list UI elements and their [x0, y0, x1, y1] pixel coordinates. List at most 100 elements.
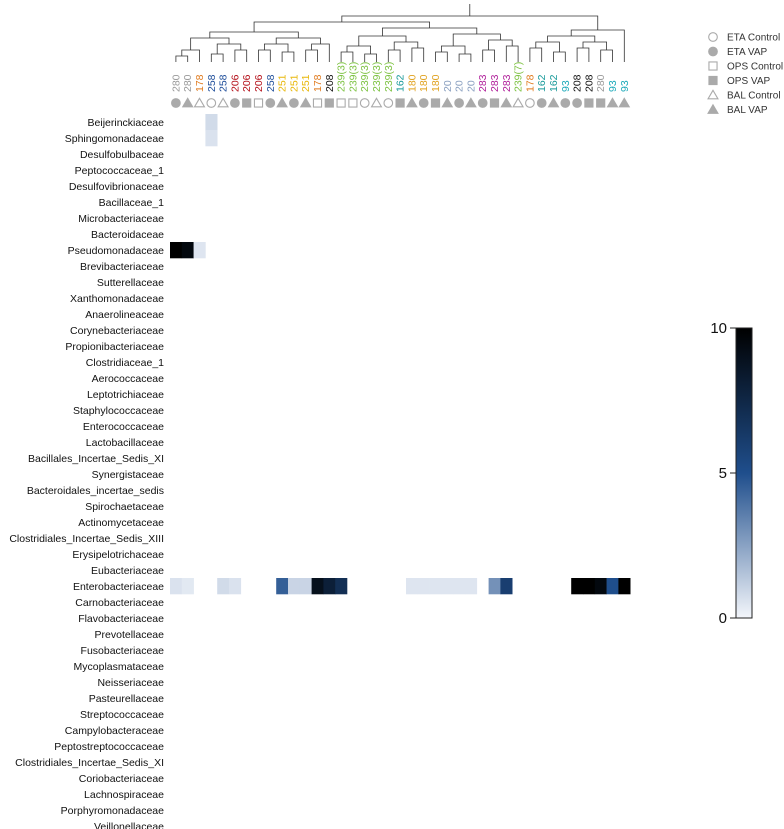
circle-marker	[230, 98, 240, 108]
column-label: 239(7)	[513, 62, 525, 92]
dendrogram-branch	[441, 45, 466, 54]
dendrogram-branch	[547, 35, 596, 42]
heatmap-cell	[170, 242, 183, 259]
circle-marker	[477, 98, 488, 108]
row-label: Enterobacteriaceae	[73, 581, 164, 593]
row-label: Bacillales_Incertae_Sedis_XI	[28, 453, 164, 465]
triangle-marker	[299, 97, 312, 108]
column-label: 258	[265, 74, 277, 92]
square-marker	[242, 98, 252, 108]
heatmap-cell	[311, 578, 324, 595]
triangle-marker	[181, 97, 194, 108]
heatmap-cell	[453, 578, 466, 595]
row-label: Flavobacteriaceae	[78, 613, 164, 625]
heatmap-cell	[170, 578, 183, 595]
column-label: 206	[229, 74, 241, 92]
column-label: 93	[619, 80, 631, 92]
column-label: 251	[277, 74, 289, 92]
legend-label: ETA Control	[727, 33, 780, 44]
column-label: 93	[560, 80, 572, 92]
column-label: 280	[170, 74, 182, 92]
column-label: 239(3)	[336, 62, 348, 92]
row-label: Coriobacteriaceae	[79, 773, 164, 785]
triangle-marker	[276, 97, 289, 108]
heatmap-cell	[441, 578, 454, 595]
dendrogram-branch	[209, 31, 299, 38]
row-label: Fusobacteriaceae	[81, 645, 165, 657]
heatmap-cell	[288, 578, 301, 595]
square-marker	[708, 75, 718, 86]
column-label: 180	[430, 74, 442, 92]
column-label: 20	[442, 80, 454, 92]
heatmap-cell	[429, 578, 442, 595]
color-scale-bar	[735, 327, 753, 619]
heatmap-cell	[406, 578, 419, 595]
dendrogram-branch	[216, 43, 242, 54]
dendrogram-branch	[346, 45, 371, 54]
row-label: Mycoplasmataceae	[74, 661, 165, 673]
dendrogram-branch	[411, 47, 425, 62]
column-label: 258	[218, 74, 230, 92]
dendrogram-branch	[600, 49, 613, 62]
row-label: Brevibacteriaceae	[80, 261, 164, 273]
dendrogram-branch	[358, 35, 407, 46]
legend-label: ETA VAP	[727, 47, 768, 58]
dendrogram-branch	[576, 47, 590, 62]
column-label: 206	[241, 74, 253, 92]
circle-marker	[171, 98, 181, 108]
dendrogram-branch	[253, 21, 430, 32]
row-label: Microbacteriaceae	[78, 213, 164, 225]
legend-label: BAL VAP	[727, 105, 768, 116]
circle-marker	[418, 98, 429, 108]
row-label: Lactobacillaceae	[86, 437, 164, 449]
square-marker	[584, 98, 594, 108]
row-label: Lachnospiraceae	[84, 789, 164, 801]
column-label: 283	[489, 74, 501, 92]
square-marker	[708, 61, 718, 71]
row-label: Bacteroidales_incertae_sedis	[27, 485, 164, 497]
row-label: Carnobacteriaceae	[75, 597, 164, 609]
triangle-marker	[618, 97, 631, 108]
column-label: 283	[477, 74, 489, 92]
color-scale-label: 10	[710, 320, 727, 337]
row-label: Beijerinckiaceae	[88, 117, 165, 129]
triangle-marker	[441, 97, 454, 108]
dendrogram-branch	[393, 41, 419, 50]
heatmap-cell	[618, 578, 631, 595]
square-marker	[430, 98, 441, 108]
circle-marker	[265, 98, 276, 108]
row-label: Prevotellaceae	[95, 629, 165, 641]
column-label: 208	[583, 74, 595, 92]
dendrogram-branch	[553, 51, 566, 62]
column-label: 258	[206, 74, 218, 92]
column-label: 283	[501, 74, 513, 92]
column-label: 180	[406, 74, 418, 92]
column-label: 162	[536, 74, 548, 92]
triangle-marker	[512, 97, 525, 108]
heatmap-cell	[606, 578, 619, 595]
column-label: 178	[194, 74, 206, 92]
circle-marker	[454, 98, 464, 108]
column-label: 251	[300, 74, 312, 92]
heatmap-cell	[181, 242, 194, 259]
circle-marker	[359, 98, 370, 108]
triangle-marker	[464, 97, 477, 108]
heatmap-cell	[571, 578, 584, 595]
legend-label: OPS VAP	[727, 76, 770, 87]
column-labels: 280 280 178 258 258 206 206 206 258 251 251 251 178 2…	[170, 62, 630, 92]
column-group-markers	[171, 97, 631, 108]
heatmap-cell	[181, 578, 194, 595]
dendrogram-branch	[364, 53, 377, 62]
square-marker	[348, 98, 358, 108]
row-label: Desulfovibrionaceae	[69, 181, 164, 193]
row-label: Clostridiales_Incertae_Sedis_XI	[15, 757, 164, 769]
column-label: 251	[288, 74, 300, 92]
column-label: 162	[548, 74, 560, 92]
dendrogram-branch	[570, 29, 625, 62]
column-label: 20	[454, 80, 466, 92]
row-label: Synergistaceae	[92, 469, 165, 481]
dendrogram-branch	[340, 51, 354, 62]
dendrogram-branch	[582, 41, 607, 50]
row-label: Eubacteriaceae	[91, 565, 164, 577]
